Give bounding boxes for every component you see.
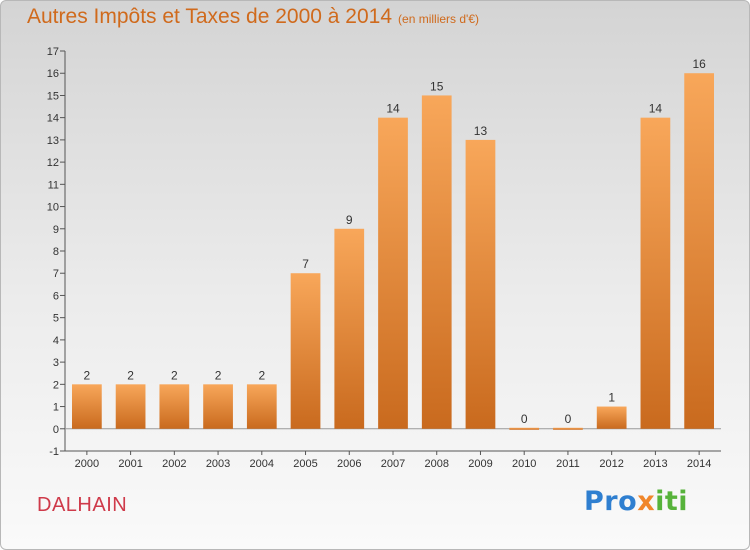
x-tick-label: 2006 bbox=[337, 458, 361, 470]
x-tick-label: 2007 bbox=[381, 458, 405, 470]
chart-title: Autres Impôts et Taxes de 2000 à 2014 (en… bbox=[27, 5, 479, 29]
y-tick-label: 11 bbox=[48, 179, 59, 191]
bar-2012 bbox=[596, 406, 627, 429]
x-tick-label: 2013 bbox=[643, 458, 667, 470]
logo-letter: o bbox=[618, 486, 638, 517]
y-tick-label: 1 bbox=[53, 402, 59, 414]
data-label: 14 bbox=[649, 102, 663, 116]
y-tick-label: 12 bbox=[47, 157, 59, 169]
x-tick-label: 2000 bbox=[75, 458, 99, 470]
y-tick-label: 15 bbox=[47, 90, 59, 102]
bar-2006 bbox=[334, 228, 365, 429]
bar-2002 bbox=[159, 384, 190, 429]
bar-2010 bbox=[509, 427, 540, 430]
x-tick-label: 2012 bbox=[599, 458, 623, 470]
proxiti-logo[interactable]: Proxiti bbox=[584, 486, 688, 517]
x-tick-label: 2010 bbox=[512, 458, 536, 470]
town-name: DALHAIN bbox=[37, 494, 128, 516]
bar-2000 bbox=[71, 384, 102, 429]
logo-letter: P bbox=[584, 486, 605, 517]
data-label: 9 bbox=[346, 213, 353, 227]
y-tick-label: 8 bbox=[53, 246, 59, 258]
y-tick-label: 17 bbox=[47, 46, 59, 58]
y-tick-label: 2 bbox=[53, 379, 59, 391]
bar-2013 bbox=[640, 117, 671, 429]
bar-2003 bbox=[203, 384, 233, 429]
y-tick-label: 3 bbox=[53, 357, 59, 369]
x-tick-label: 2011 bbox=[556, 458, 580, 470]
y-tick-label: 14 bbox=[47, 113, 59, 125]
y-tick-label: -1 bbox=[49, 446, 59, 458]
data-label: 13 bbox=[474, 124, 488, 138]
logo-letter: i bbox=[678, 486, 689, 517]
data-label: 1 bbox=[608, 391, 615, 405]
data-label: 2 bbox=[127, 368, 134, 382]
y-tick-label: 6 bbox=[53, 290, 59, 302]
y-tick-label: 5 bbox=[53, 313, 59, 325]
data-label: 15 bbox=[430, 79, 444, 93]
y-tick-label: 4 bbox=[53, 335, 59, 347]
logo-letter: r bbox=[604, 486, 619, 517]
x-tick-label: 2001 bbox=[118, 458, 142, 470]
logo-letter: x bbox=[637, 486, 656, 517]
bar-2004 bbox=[246, 384, 277, 429]
y-tick-label: 0 bbox=[53, 424, 59, 436]
x-tick-label: 2003 bbox=[206, 458, 230, 470]
x-tick-label: 2002 bbox=[162, 458, 186, 470]
x-tick-label: 2005 bbox=[293, 458, 317, 470]
chart-title-main: Autres Impôts et Taxes de 2000 à 2014 bbox=[27, 5, 393, 28]
data-label: 0 bbox=[521, 412, 528, 426]
data-label: 2 bbox=[258, 368, 265, 382]
x-tick-label: 2014 bbox=[687, 458, 711, 470]
bar-2014 bbox=[684, 73, 715, 429]
y-tick-label: 7 bbox=[53, 268, 59, 280]
data-label: 2 bbox=[171, 368, 178, 382]
data-label: 2 bbox=[84, 368, 91, 382]
logo-letter: i bbox=[655, 486, 665, 517]
data-label: 7 bbox=[302, 257, 309, 271]
bar-2009 bbox=[465, 139, 496, 429]
logo-letter: t bbox=[664, 486, 679, 517]
y-tick-label: 10 bbox=[47, 202, 59, 214]
data-label: 14 bbox=[386, 102, 400, 116]
x-tick-label: 2008 bbox=[424, 458, 448, 470]
x-tick-label: 2009 bbox=[468, 458, 492, 470]
data-label: 16 bbox=[692, 57, 706, 71]
y-tick-label: 16 bbox=[47, 68, 59, 80]
data-label: 0 bbox=[565, 412, 572, 426]
y-tick-label: 13 bbox=[47, 135, 59, 147]
bar-2001 bbox=[115, 384, 146, 429]
bar-2011 bbox=[553, 427, 583, 430]
y-tick-label: 9 bbox=[53, 224, 59, 236]
bar-2007 bbox=[378, 117, 408, 429]
bar-2005 bbox=[290, 273, 321, 429]
x-tick-label: 2004 bbox=[250, 458, 274, 470]
bar-2008 bbox=[421, 95, 452, 429]
chart-title-unit: (en milliers d'€) bbox=[398, 12, 480, 26]
data-label: 2 bbox=[215, 368, 222, 382]
